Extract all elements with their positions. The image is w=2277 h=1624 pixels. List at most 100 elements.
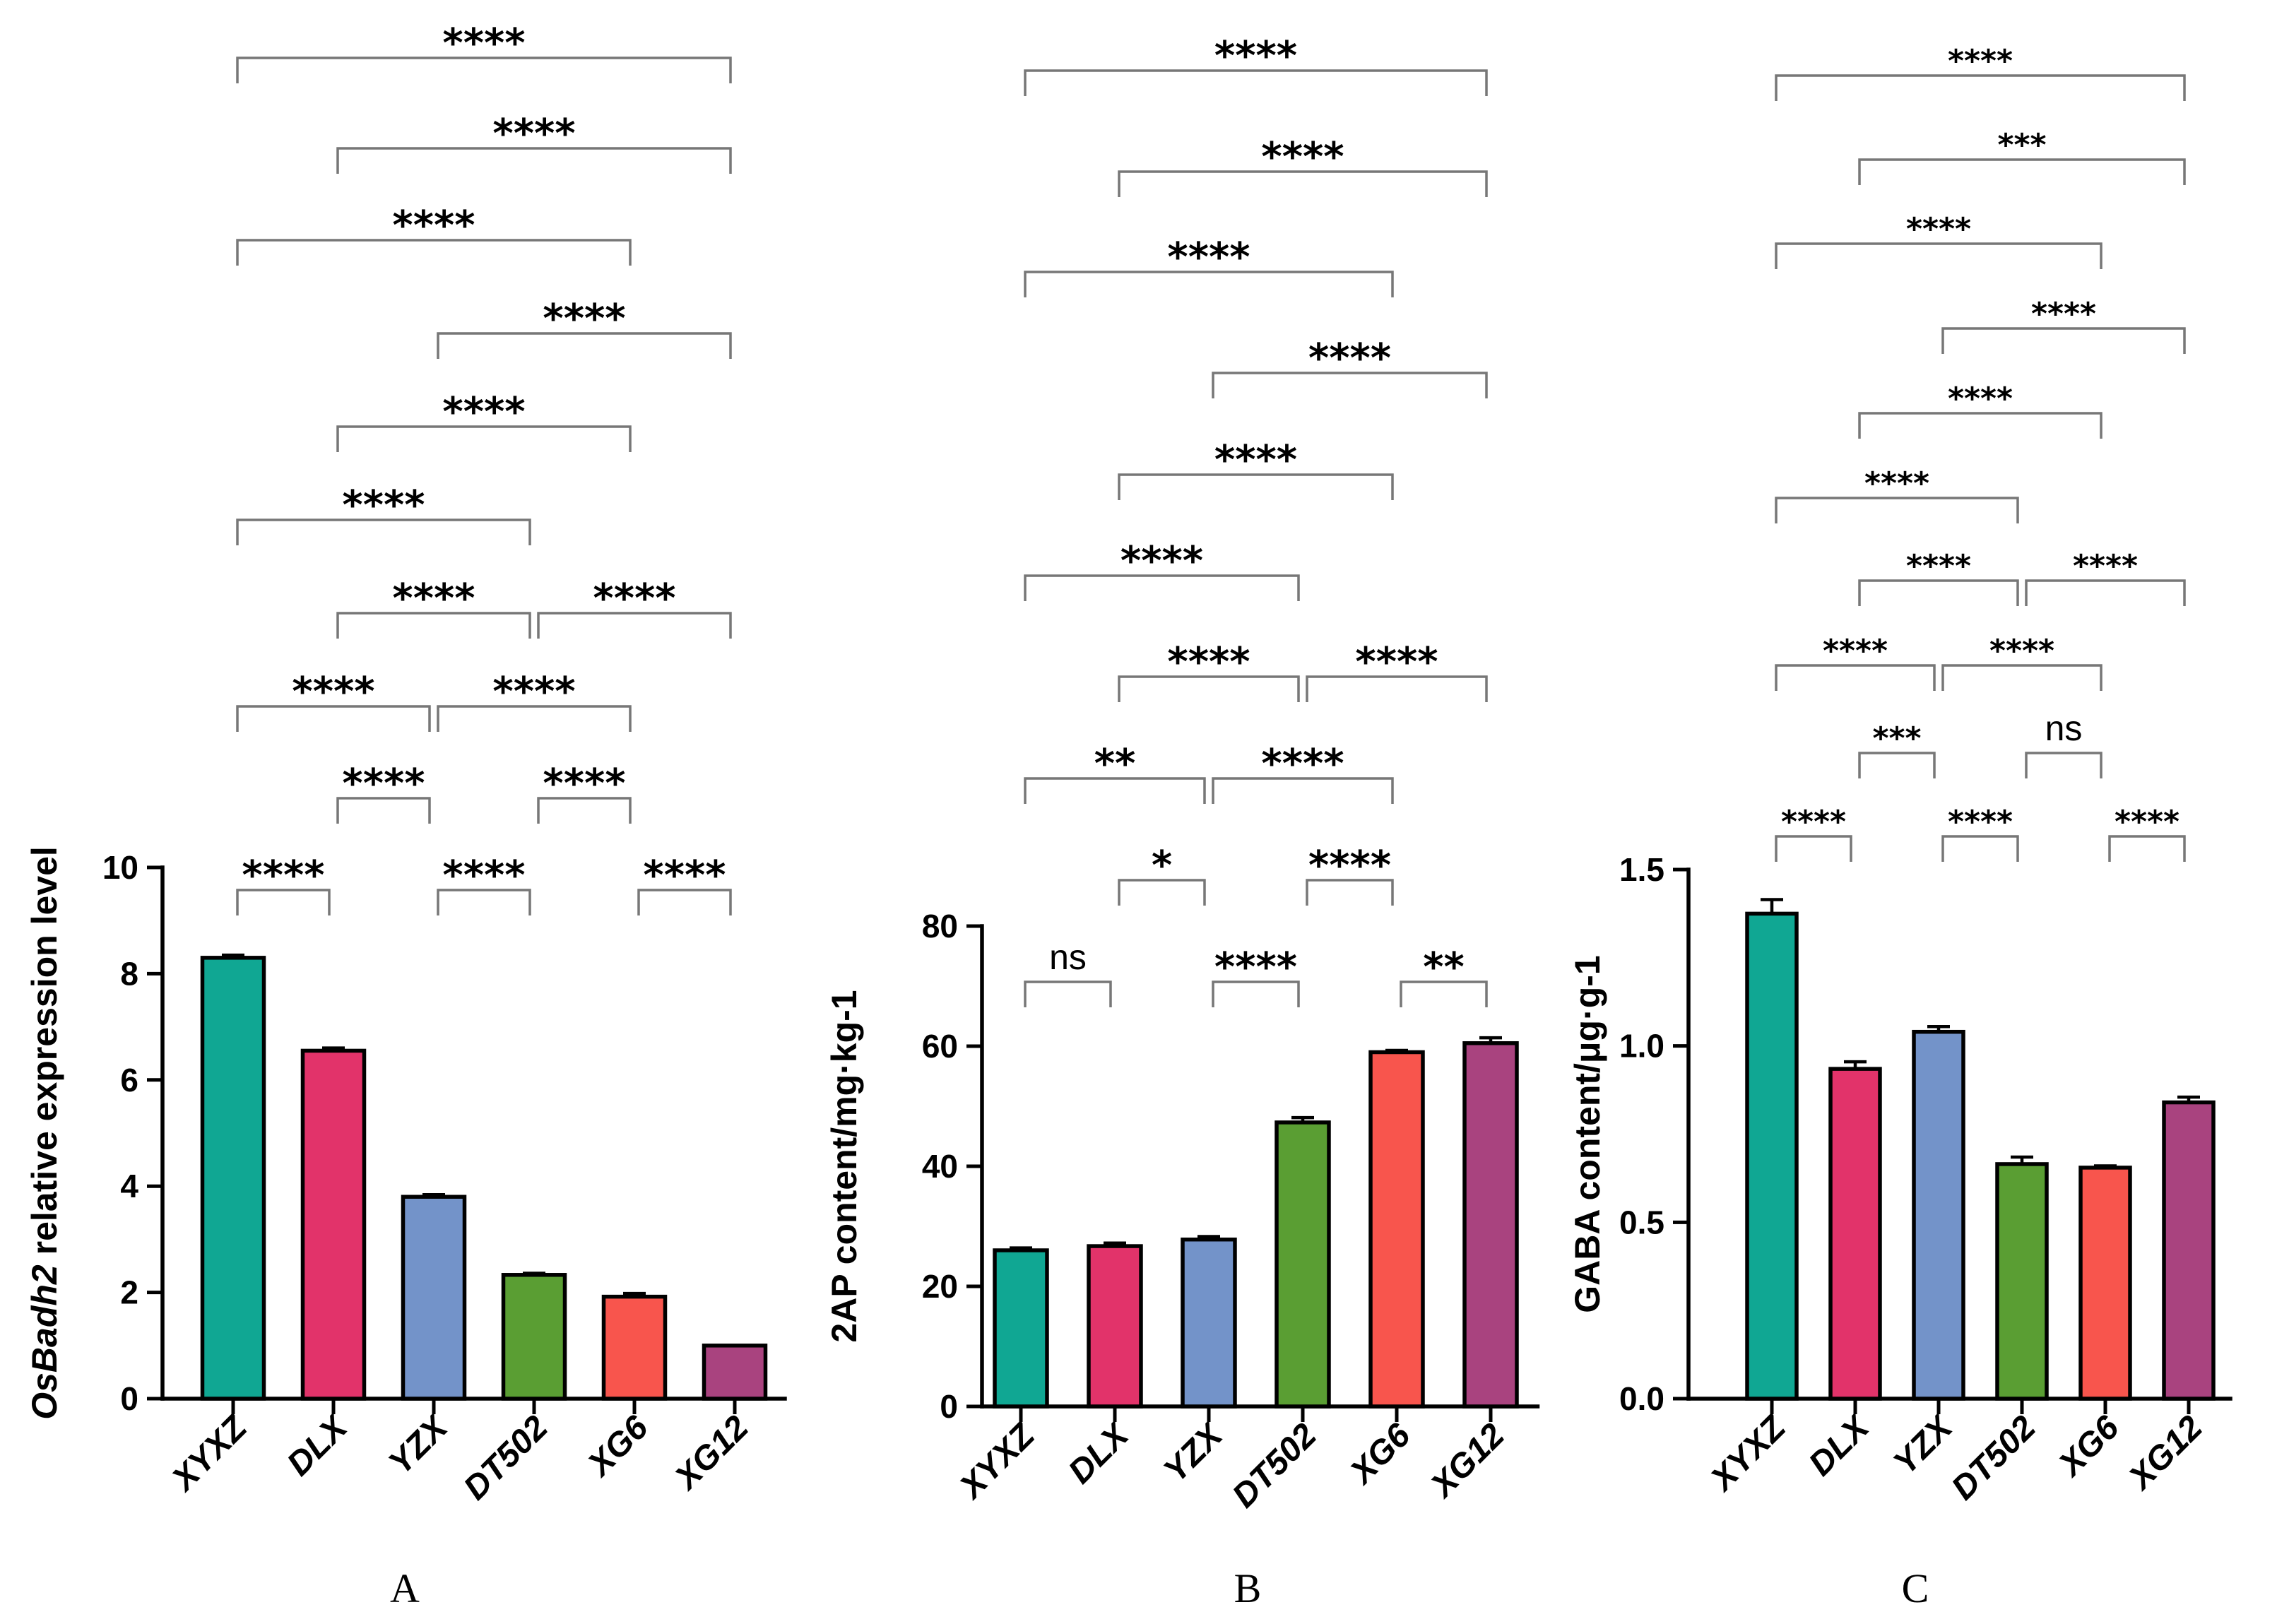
significance-bracket xyxy=(1941,835,2019,862)
y-axis-label: OsBadh2 relative expression level xyxy=(25,846,64,1420)
significance-label: **** xyxy=(442,20,525,66)
y-axis-label: GABA content/μg·g-1 xyxy=(1568,955,1607,1312)
significance-label: **** xyxy=(1308,843,1391,889)
panel-label: A xyxy=(390,1565,420,1611)
significance-label: **** xyxy=(1167,235,1250,280)
significance-label: **** xyxy=(2073,548,2138,584)
category-label-dlx: DLX xyxy=(280,1407,355,1483)
significance-bracket xyxy=(1118,879,1206,906)
significance-label: **** xyxy=(1261,134,1344,180)
significance-bracket xyxy=(1775,497,2019,523)
bar-yzx xyxy=(401,1195,467,1401)
y-tick-label: 1.5 xyxy=(1619,851,1664,888)
significance-bracket xyxy=(1775,242,2102,269)
significance-bracket xyxy=(1024,980,1112,1007)
significance-bracket xyxy=(236,889,331,915)
significance-label: ns xyxy=(2045,709,2083,748)
bar-dt502 xyxy=(1274,1120,1331,1409)
significance-label: **** xyxy=(1261,741,1344,787)
bar-xg12 xyxy=(1462,1041,1519,1409)
significance-bracket xyxy=(1858,158,2186,185)
significance-bracket xyxy=(236,57,732,83)
significance-label: **** xyxy=(392,203,475,249)
significance-label: **** xyxy=(1948,43,2013,79)
y-tick-label: 80 xyxy=(922,908,958,944)
significance-bracket xyxy=(336,425,632,452)
significance-label: ** xyxy=(1423,944,1465,990)
category-label-xg6: XG6 xyxy=(2050,1409,2127,1485)
y-tick-label: 0 xyxy=(940,1388,958,1425)
bar-xg12 xyxy=(2162,1100,2216,1401)
bar-xg6 xyxy=(601,1294,668,1401)
significance-label: **** xyxy=(492,669,575,715)
category-label-dt502: DT502 xyxy=(1225,1416,1324,1515)
significance-label: **** xyxy=(2031,296,2096,332)
bar-dlx xyxy=(1087,1244,1143,1409)
significance-bracket xyxy=(336,797,431,824)
category-label-xyxz: XYXZ xyxy=(1703,1408,1794,1499)
significance-bracket xyxy=(2025,752,2102,778)
bar-yzx xyxy=(1912,1029,1965,1401)
significance-label: **** xyxy=(2115,804,2180,840)
significance-bracket xyxy=(1024,574,1300,601)
significance-label: **** xyxy=(292,669,374,715)
y-tick-label: 2 xyxy=(120,1274,138,1311)
significance-label: **** xyxy=(1214,437,1297,483)
y-tick-label: 40 xyxy=(922,1148,958,1185)
bar-dt502 xyxy=(1995,1162,2049,1401)
y-tick-label: 0.5 xyxy=(1619,1204,1664,1240)
significance-bracket xyxy=(2108,835,2186,862)
significance-label: **** xyxy=(492,111,575,157)
significance-label: *** xyxy=(1997,127,2046,163)
bar-dt502 xyxy=(501,1273,567,1401)
significance-bracket xyxy=(1306,879,1394,906)
bar-dlx xyxy=(1828,1067,1882,1401)
category-label-xg12: XG12 xyxy=(666,1409,756,1498)
panel-a: 0 2 4 6 8 10 XYXZ DLX YZX DT502 XG6 XG12 OsBadh2 rel… xyxy=(25,20,787,1611)
category-label-xyxz: XYXZ xyxy=(164,1408,255,1499)
category-label-xg12: XG12 xyxy=(2120,1409,2210,1498)
significance-bracket xyxy=(1941,664,2102,691)
category-label-dlx: DLX xyxy=(1061,1415,1137,1490)
significance-label: **** xyxy=(1989,633,2054,669)
significance-bracket xyxy=(1212,777,1394,804)
significance-label: **** xyxy=(543,761,625,807)
significance-label: **** xyxy=(1214,33,1297,79)
panel-label: B xyxy=(1234,1565,1262,1611)
significance-bracket xyxy=(537,797,632,824)
significance-bracket xyxy=(2025,579,2186,606)
significance-label: **** xyxy=(1948,381,2013,417)
significance-label: **** xyxy=(392,576,475,622)
significance-bracket xyxy=(1941,327,2186,354)
significance-bracket xyxy=(1024,777,1206,804)
significance-label: **** xyxy=(1167,639,1250,685)
significance-bracket xyxy=(1858,412,2102,439)
y-tick-label: 10 xyxy=(102,849,138,886)
category-label-dlx: DLX xyxy=(1802,1407,1877,1483)
y-axis-label: 2AP content/mg·kg-1 xyxy=(824,990,864,1342)
significance-label: **** xyxy=(342,482,425,528)
significance-label: *** xyxy=(1872,721,1921,757)
significance-bracket xyxy=(1212,372,1488,398)
significance-bracket xyxy=(437,889,531,915)
significance-bracket xyxy=(236,239,632,266)
category-label-yzx: YZX xyxy=(1886,1407,1961,1482)
y-tick-label: 0.0 xyxy=(1619,1380,1664,1417)
significance-bracket xyxy=(336,147,732,174)
significance-bracket xyxy=(1024,271,1394,297)
significance-label: * xyxy=(1152,843,1172,889)
bar-dlx xyxy=(300,1048,367,1401)
significance-bracket xyxy=(1858,752,1936,778)
significance-bracket xyxy=(1858,579,2019,606)
significance-bracket xyxy=(1775,74,2186,101)
bar-yzx xyxy=(1181,1237,1237,1409)
bar-xyxz xyxy=(200,956,266,1401)
significance-label: **** xyxy=(1906,211,1971,247)
significance-label: **** xyxy=(1906,548,1971,584)
significance-bracket xyxy=(437,332,732,359)
bar-xg6 xyxy=(2078,1166,2132,1401)
significance-bracket xyxy=(1775,835,1852,862)
